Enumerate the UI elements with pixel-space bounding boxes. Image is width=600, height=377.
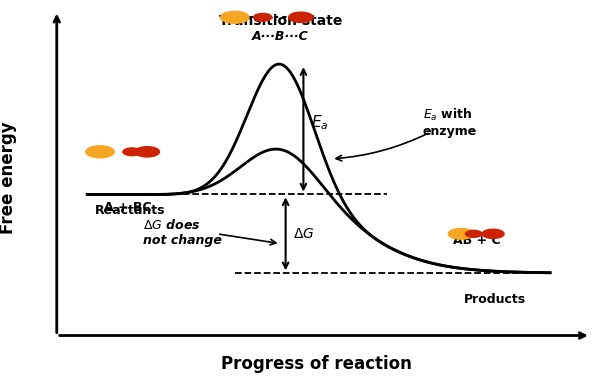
Ellipse shape — [254, 14, 272, 21]
Ellipse shape — [289, 12, 313, 22]
Text: A···B···C: A···B···C — [252, 31, 309, 43]
Ellipse shape — [123, 148, 141, 156]
Ellipse shape — [466, 230, 482, 237]
Text: $\mathit{E_a}$ with
enzyme: $\mathit{E_a}$ with enzyme — [423, 107, 477, 138]
Ellipse shape — [135, 147, 160, 157]
Text: AB + C: AB + C — [452, 234, 500, 247]
Text: Products: Products — [464, 293, 526, 306]
Text: $\Delta G$ does
not change: $\Delta G$ does not change — [143, 218, 222, 247]
Ellipse shape — [86, 146, 114, 158]
Text: Free energy: Free energy — [0, 122, 17, 234]
Ellipse shape — [482, 229, 504, 238]
Ellipse shape — [221, 11, 249, 23]
Ellipse shape — [448, 228, 474, 239]
Text: Transition state: Transition state — [219, 14, 342, 28]
Text: A + BC: A + BC — [104, 201, 152, 214]
Text: Reactants: Reactants — [95, 204, 166, 217]
Text: $\mathit{E_a}$: $\mathit{E_a}$ — [311, 113, 328, 132]
Text: $\Delta \mathit{G}$: $\Delta \mathit{G}$ — [293, 227, 315, 241]
Text: Progress of reaction: Progress of reaction — [221, 356, 412, 373]
